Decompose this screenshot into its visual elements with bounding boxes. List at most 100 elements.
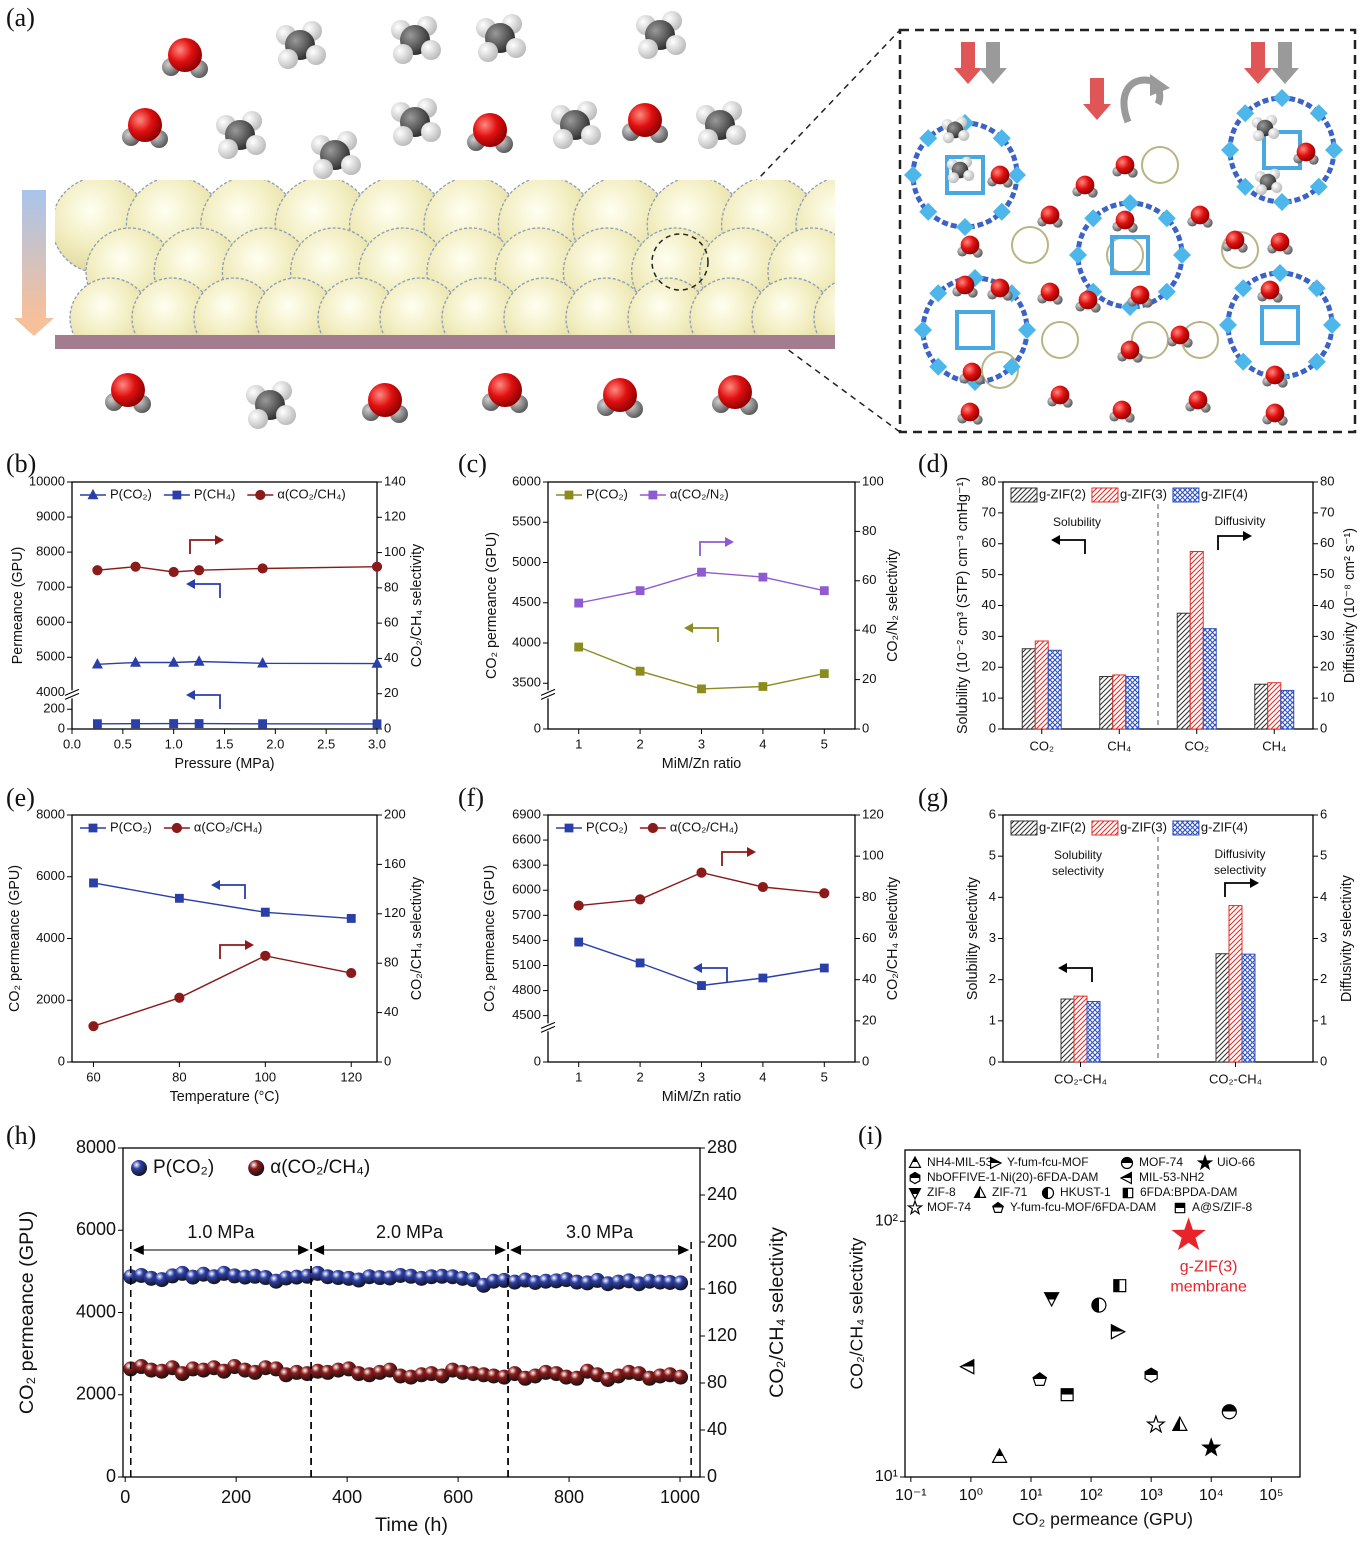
- tetrahedron: [992, 202, 1011, 221]
- annotation: Diffusivity: [1214, 514, 1265, 528]
- marker: [1032, 1372, 1048, 1387]
- axis-break-gap: [541, 690, 555, 699]
- legend-marker: [992, 1201, 1004, 1214]
- segment-arrow-head: [132, 1245, 144, 1255]
- y2-tick-label: 20: [862, 671, 876, 686]
- highlight-label: membrane: [1170, 1279, 1247, 1296]
- h-atom: [218, 139, 238, 159]
- x-tick-label: 80: [172, 1069, 186, 1084]
- o-atom: [1260, 280, 1280, 300]
- x-tick-label: 1: [575, 736, 582, 751]
- y-tick-label: 5500: [512, 514, 541, 529]
- y-axis-label: Solubility selectivity: [965, 876, 981, 1000]
- panel: (h)0200040006000800004080120160200240280…: [6, 1121, 788, 1536]
- x-tick-label: 60: [86, 1069, 100, 1084]
- segment-arrow-head: [298, 1245, 310, 1255]
- marker: [634, 894, 646, 905]
- flux-arrow: [1278, 42, 1292, 68]
- cage: [1141, 146, 1179, 184]
- y-tick-label: 6000: [512, 882, 541, 897]
- axis-break: [540, 1025, 556, 1033]
- flux-arrow: [1090, 78, 1104, 104]
- x-axis-label: Pressure (MPa): [174, 756, 274, 772]
- y-tick-label: 6000: [36, 614, 65, 629]
- flux-arrow-head: [1083, 104, 1111, 120]
- tetrahedron: [914, 321, 932, 339]
- tetrahedron: [1273, 193, 1291, 211]
- axis-break: [540, 692, 556, 700]
- marker: [569, 1370, 585, 1386]
- legend-label: g-ZIF(2): [1039, 486, 1086, 501]
- annotation-arrow: [1066, 967, 1093, 982]
- x-tick-label: 1: [575, 1069, 582, 1084]
- plot-frame: [71, 481, 378, 730]
- legend-marker: [87, 488, 99, 500]
- o-atom: [1296, 142, 1316, 162]
- marker: [758, 572, 768, 582]
- y2-axis-label: CO₂/CH₄ selectivity: [409, 543, 425, 667]
- annotation-arrow-head: [215, 535, 224, 545]
- x-tick-label: 10⁵: [1259, 1487, 1283, 1504]
- legend-label: ZIF-71: [992, 1185, 1028, 1199]
- o-atom: [990, 165, 1010, 185]
- y2-axis-label: CO₂/CH₄ selectivity: [766, 1227, 788, 1398]
- y-tick-label: 6900: [512, 806, 541, 821]
- annotation-arrow: [1217, 535, 1244, 550]
- legend-label: α(CO₂/CH₄): [270, 1157, 370, 1178]
- bar: [1280, 689, 1295, 730]
- x-tick-label: CO₂: [1184, 738, 1209, 753]
- y-tick-label: 10000: [29, 473, 65, 488]
- y-tick-label: 5400: [512, 932, 541, 947]
- flux-arrow-head: [979, 68, 1007, 84]
- annotation-arrow: [189, 539, 216, 554]
- marker: [194, 719, 204, 729]
- x-tick-label: CH₄: [1107, 738, 1131, 753]
- o-atom: [168, 38, 202, 72]
- x-axis-label: Temperature (°C): [170, 1089, 280, 1105]
- marker: [91, 658, 103, 669]
- annotation: selectivity: [1052, 864, 1104, 878]
- y2-tick-label: 80: [384, 579, 398, 594]
- flux-arrow: [986, 42, 1000, 68]
- o-atom: [473, 113, 507, 147]
- h-atom: [421, 122, 441, 142]
- x-tick-label: 2: [636, 736, 643, 751]
- h-atom: [1271, 182, 1283, 193]
- marker: [92, 565, 103, 576]
- h-atom: [947, 172, 959, 184]
- legend-swatch: [1010, 820, 1038, 836]
- panel-label: (a): [6, 3, 35, 32]
- y2-tick-label: 0: [707, 1466, 717, 1486]
- y-tick-label: 5700: [512, 907, 541, 922]
- o-atom: [1040, 282, 1060, 302]
- zoom-line: [699, 284, 901, 433]
- legend-label: A@S/ZIF-8: [1192, 1200, 1253, 1214]
- cage: [1041, 321, 1079, 359]
- annotation-arrow: [194, 694, 221, 709]
- o-atom: [128, 108, 162, 142]
- x-tick-label: 3: [698, 1069, 705, 1084]
- x-tick-label: 10¹: [1019, 1487, 1042, 1504]
- y-tick-label: 6000: [36, 868, 65, 883]
- y2-tick-label: 1: [1320, 1012, 1327, 1027]
- flux-arrow-head: [954, 68, 982, 84]
- y-tick-label: 6300: [512, 857, 541, 872]
- o-atom: [1120, 340, 1140, 360]
- flow-arrow-head: [14, 318, 54, 336]
- marker: [635, 958, 645, 968]
- legend-label: NbOFFIVE-1-Ni(20)-6FDA-DAM: [927, 1170, 1098, 1184]
- o-atom: [1050, 385, 1070, 405]
- bar: [1215, 953, 1230, 1063]
- y-tick-label: 0: [989, 720, 996, 735]
- y2-tick-label: 60: [862, 572, 876, 587]
- marker: [697, 684, 706, 694]
- h-atom: [1252, 130, 1264, 142]
- legend-label: g-ZIF(3): [1120, 819, 1167, 834]
- legend-label: Y-fum-fcu-MOF: [1007, 1155, 1089, 1169]
- marker: [257, 657, 269, 668]
- y-tick-label: 2000: [36, 992, 65, 1007]
- legend-label: NH4-MIL-53: [927, 1155, 993, 1169]
- x-tick-label: CO₂-CH₄: [1209, 1071, 1262, 1086]
- annotation-arrow-head: [1250, 878, 1259, 888]
- tetrahedron: [1271, 264, 1289, 282]
